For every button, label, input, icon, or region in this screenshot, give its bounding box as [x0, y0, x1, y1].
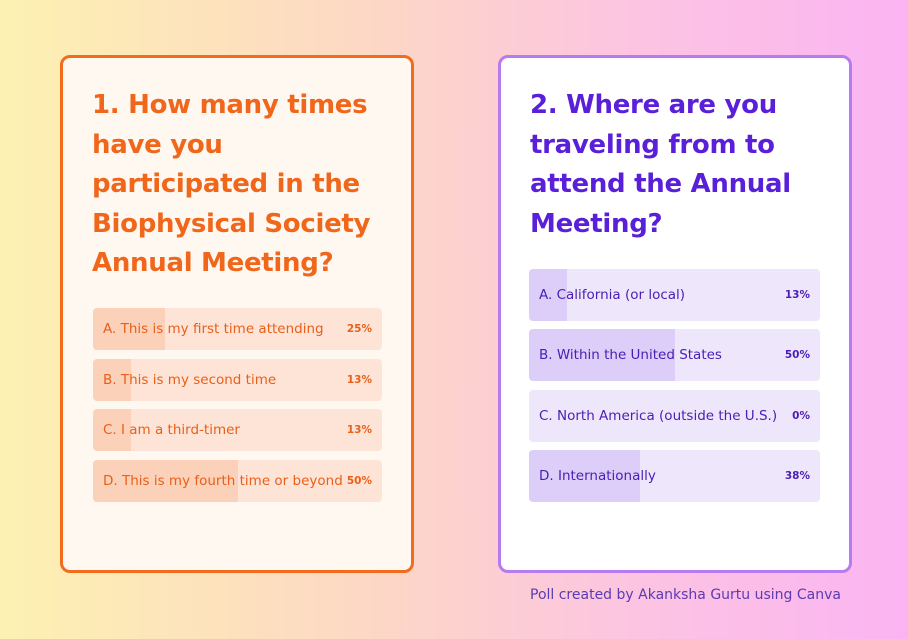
poll-card: 2. Where are you traveling from to atten…: [498, 55, 852, 573]
option-label: A. California (or local): [539, 287, 686, 303]
poll-option: D. This is my fourth time or beyond 50%: [93, 459, 382, 502]
result-bar: [529, 449, 640, 502]
option-percent: 13%: [346, 373, 372, 386]
poll-option: B. Within the United States 50%: [529, 329, 820, 382]
poll-option: B. This is my second time 13%: [93, 358, 382, 401]
option-percent: 0%: [792, 409, 810, 422]
poll-card: 1. How many times have you participated …: [60, 55, 414, 573]
option-label: B. Within the United States: [539, 347, 722, 364]
poll-option: C. North America (outside the U.S.) 0%: [529, 389, 820, 442]
option-label: D. Internationally: [539, 467, 656, 484]
option-label: B. This is my second time: [103, 371, 277, 388]
result-bar: [93, 308, 166, 350]
credit: Poll created by Akanksha Gurtu using Can…: [530, 587, 841, 603]
option-percent: 50%: [346, 474, 372, 487]
option-label: C. I am a third-timer: [103, 422, 240, 438]
option-percent: 13%: [346, 424, 372, 436]
poll-question: 2. Where are you traveling from to atten…: [530, 90, 791, 239]
poll-option: D. Internationally 38%: [529, 449, 820, 502]
option-label: C. North America (outside the U.S.): [539, 407, 778, 424]
option-percent: 25%: [346, 323, 372, 335]
result-bar: [529, 329, 675, 382]
result-bar: [93, 358, 131, 401]
option-label: D. This is my fourth time or beyond: [103, 472, 343, 489]
poll-option: C. I am a third-timer 13%: [93, 409, 382, 451]
option-percent: 13%: [784, 289, 810, 301]
result-bar: [529, 269, 567, 321]
option-label: A. This is my first time attending: [103, 321, 324, 337]
option-percent: 50%: [784, 349, 810, 362]
option-percent: 38%: [784, 469, 810, 482]
poll-option: A. California (or local) 13%: [529, 269, 820, 321]
result-bar: [93, 459, 238, 502]
result-bar: [93, 409, 131, 451]
poll-question: 1. How many times have you participated …: [92, 90, 371, 278]
poll-option: A. This is my first time attending 25%: [93, 308, 382, 350]
